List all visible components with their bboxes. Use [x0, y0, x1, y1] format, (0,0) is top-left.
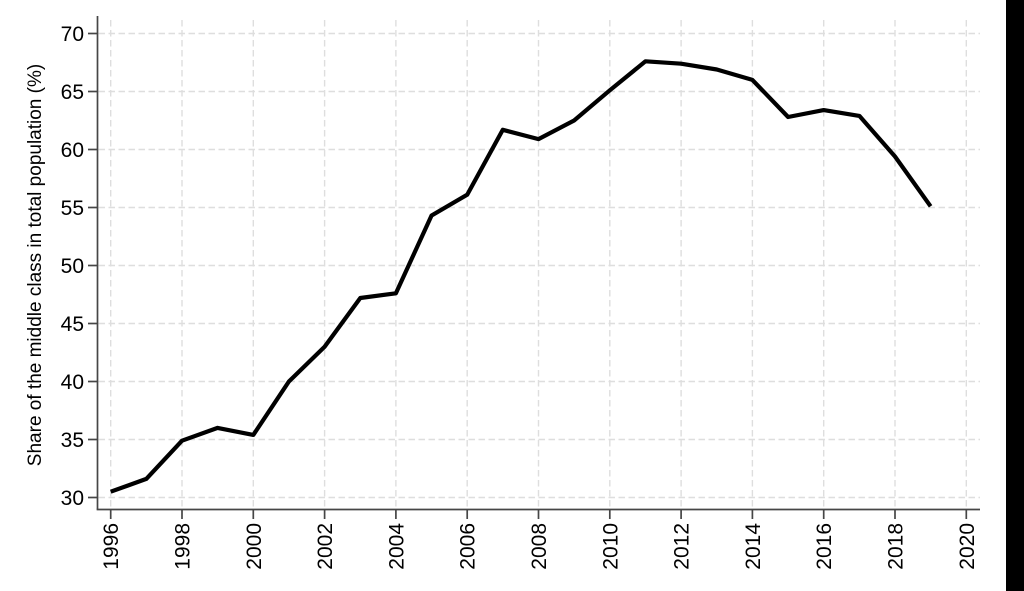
y-tick-label: 65: [61, 81, 84, 104]
y-tick-label: 35: [61, 429, 84, 452]
x-tick-label: 1996: [100, 523, 123, 570]
x-tick-label: 2016: [813, 523, 836, 570]
x-axis-tick-labels: 1996 1998 2000 2002 2004 2006 2008 2010 2012 2014…: [100, 523, 979, 570]
y-tick-label: 55: [61, 197, 84, 220]
y-tick-label: 50: [61, 255, 84, 278]
x-tick-label: 2002: [314, 523, 337, 570]
axes: [88, 16, 980, 519]
x-tick-label: 2004: [385, 523, 408, 570]
y-tick-label: 30: [61, 487, 84, 510]
x-tick-label: 2020: [956, 523, 979, 570]
y-tick-label: 45: [61, 313, 84, 336]
x-tick-label: 2000: [243, 523, 266, 570]
gridlines: [98, 20, 980, 509]
x-tick-label: 1998: [172, 523, 195, 570]
y-axis-title: Share of the middle class in total popul…: [25, 64, 46, 466]
y-axis-tick-labels: 30 35 40 45 50 55 60 65 70: [61, 23, 84, 510]
x-tick-label: 2012: [671, 523, 694, 570]
x-tick-label: 2006: [457, 523, 480, 570]
y-tick-label: 60: [61, 139, 84, 162]
x-tick-label: 2008: [528, 523, 551, 570]
x-tick-label: 2010: [599, 523, 622, 570]
right-edge-black-band: [1006, 0, 1024, 591]
data-line-series: [109, 59, 933, 494]
x-tick-label: 2014: [742, 523, 765, 570]
y-tick-label: 40: [61, 371, 84, 394]
x-tick-label: 2018: [885, 523, 908, 570]
y-tick-label: 70: [61, 23, 84, 46]
